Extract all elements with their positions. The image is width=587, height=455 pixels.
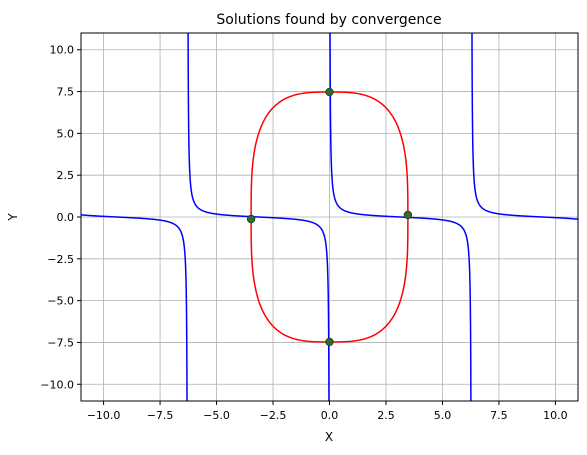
x-tick-label: 5.0 [434, 409, 452, 422]
plot-area [81, 33, 578, 401]
blue-curve-branch [471, 33, 578, 220]
y-tick-label: 10.0 [50, 44, 75, 57]
blue-curve-branch [187, 33, 330, 401]
y-tick-label: 2.5 [57, 169, 75, 182]
y-tick-label: −7.5 [47, 336, 74, 349]
y-tick-label: 5.0 [57, 127, 75, 140]
solution-point [246, 214, 256, 224]
y-tick-label: −10.0 [40, 378, 74, 391]
x-axis-ticks: −10.0 −7.5 −5.0 −2.5 0.0 2.5 5.0 7.5 10.0 [87, 401, 568, 422]
x-tick-label: 7.5 [490, 409, 508, 422]
chart-title: Solutions found by convergence [216, 12, 441, 28]
blue-curve-branch [81, 214, 188, 401]
solution-point [403, 210, 413, 220]
x-tick-label: −7.5 [147, 409, 174, 422]
solution-point [325, 337, 334, 347]
y-tick-label: 7.5 [57, 86, 75, 99]
solution-point [325, 87, 334, 97]
y-axis-label: Y [6, 213, 20, 222]
blue-curve-branch [329, 33, 472, 401]
x-tick-label: 0.0 [321, 409, 339, 422]
y-axis-ticks: −10.0 −7.5 −5.0 −2.5 0.0 2.5 5.0 7.5 10.0 [40, 44, 81, 391]
x-tick-label: −2.5 [260, 409, 287, 422]
x-tick-label: 10.0 [543, 409, 568, 422]
y-tick-label: −2.5 [47, 253, 74, 266]
y-tick-label: −5.0 [47, 295, 74, 308]
x-axis-label: X [325, 430, 333, 444]
y-tick-label: 0.0 [57, 211, 75, 224]
x-tick-label: −5.0 [203, 409, 230, 422]
x-tick-label: −10.0 [87, 409, 121, 422]
x-tick-label: 2.5 [377, 409, 395, 422]
